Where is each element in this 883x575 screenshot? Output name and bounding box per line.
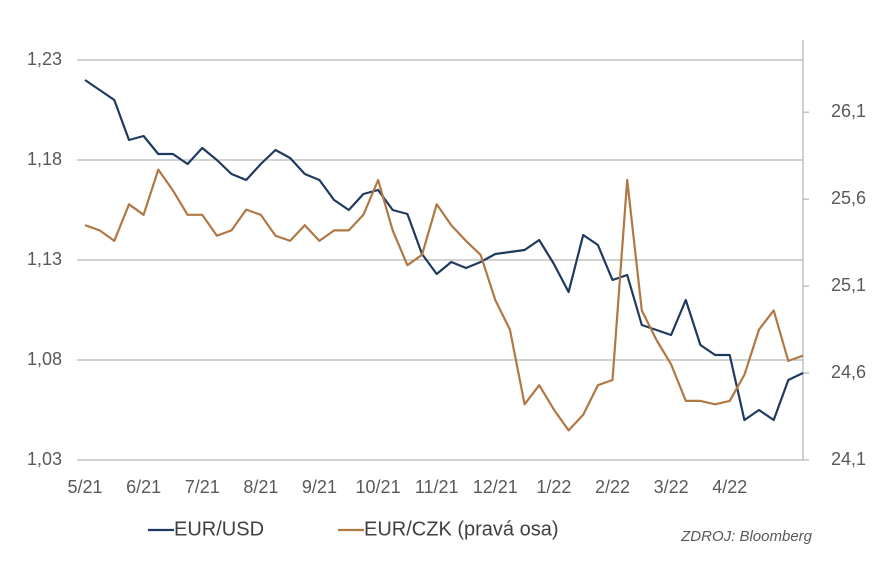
y2-tick-label: 25,1 [831, 275, 866, 295]
y-tick-label: 1,08 [27, 349, 62, 369]
y2-tick-label: 25,6 [831, 188, 866, 208]
legend-label: EUR/CZK (pravá osa) [364, 518, 559, 540]
x-tick-label: 7/21 [185, 477, 220, 497]
series-line [84, 79, 804, 422]
y2-tick-label: 24,6 [831, 362, 866, 382]
y2-tick-label: 24,1 [831, 449, 866, 469]
x-tick-label: 2/22 [595, 477, 630, 497]
legend-label: EUR/USD [174, 518, 264, 540]
y-tick-label: 1,03 [27, 449, 62, 469]
x-tick-label: 8/21 [243, 477, 278, 497]
y-tick-label: 1,13 [27, 249, 62, 269]
source: ZDROJ: Bloomberg [680, 528, 813, 545]
x-tick-label: 6/21 [126, 477, 161, 497]
x-tick-label: 5/21 [67, 477, 102, 497]
x-tick-label: 12/21 [473, 477, 518, 497]
y2-tick-label: 26,1 [831, 101, 866, 121]
y-tick-label: 1,18 [27, 149, 62, 169]
x-tick-label: 10/21 [356, 477, 401, 497]
x-tick-label: 11/21 [415, 477, 459, 497]
x-tick-label: 9/21 [302, 477, 337, 497]
y-tick-label: 1,23 [27, 49, 62, 69]
x-tick-label: 3/22 [654, 477, 689, 497]
x-tick-label: 4/22 [712, 477, 747, 497]
series-line [84, 168, 804, 432]
x-tick-label: 1/22 [536, 477, 571, 497]
